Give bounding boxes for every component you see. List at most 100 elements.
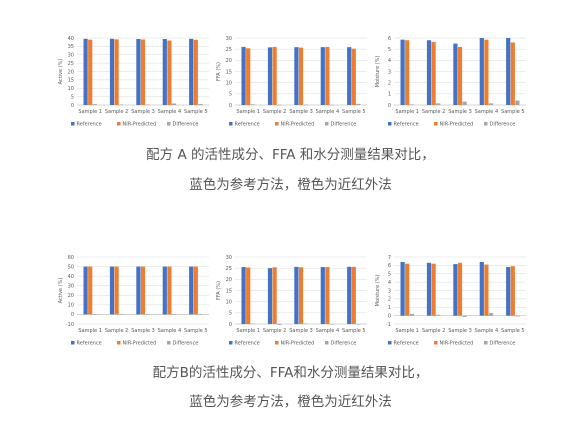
x-tick-label: Sample 1 [395,109,419,115]
bar-difference [171,314,177,315]
y-axis-label: Active (%) [58,59,64,85]
y-tick-label: 0 [71,103,74,109]
bar-reference [320,267,325,324]
y-tick-label: 40 [68,274,74,280]
y-tick-label: 40 [68,36,74,42]
bar-nir-predicted [167,266,172,315]
bar-difference [303,323,308,325]
y-tick-label: 3 [388,69,391,75]
y-tick-label: 5 [388,47,391,53]
bar-difference [356,324,361,325]
bar-difference [92,104,97,105]
bar-reference [83,38,88,105]
y-tick-label: 25 [68,61,74,67]
bar-reference [347,266,352,324]
x-tick-label: Sample 1 [236,328,260,334]
legend-swatch [325,341,329,345]
bar-difference [119,104,124,106]
y-tick-label: 10 [226,299,232,305]
legend-label: Difference [490,122,516,128]
y-tick-label: 25 [226,266,232,272]
bar-reference [136,266,141,315]
legend-label: NIR-Predicted [281,341,315,347]
legend-swatch [71,122,75,126]
x-tick-label: Sample 1 [78,328,102,334]
legend-label: Reference [394,341,419,347]
y-tick-label: 25 [226,47,232,53]
bar-difference [488,313,494,316]
y-tick-label: 0 [388,313,391,319]
y-tick-label: 2 [388,80,391,86]
legend-swatch [434,122,438,126]
bar-difference [92,314,97,315]
legend-swatch [275,341,279,345]
x-tick-label: Sample 3 [131,109,155,115]
bar-nir-predicted [140,39,146,105]
bar-nir-predicted [167,40,172,106]
bar-difference [303,104,308,106]
bar-nir-predicted [325,267,330,324]
legend-swatch [484,122,488,126]
bar-nir-predicted [484,39,489,105]
bar-difference [356,103,361,105]
bar-nir-predicted [431,263,436,316]
bar-difference [145,104,150,106]
legend-label: NIR-Predicted [123,341,157,347]
legend-label: Reference [235,341,260,347]
legend-swatch [229,122,233,126]
y-tick-label: 0 [71,312,74,318]
y-tick-label: 10 [68,86,74,92]
y-tick-label: 20 [226,277,232,283]
bar-difference [329,104,335,106]
y-tick-label: 30 [68,284,74,290]
legend-swatch [325,122,329,126]
bar-difference [515,315,520,317]
y-tick-label: 4 [388,280,391,286]
bar-nir-predicted [246,48,251,105]
bar-difference [329,324,335,325]
bar-reference [347,47,352,105]
caption-b-line2: 蓝色为参考方法，橙色为近红外法 [189,394,392,410]
legend-swatch [71,341,75,345]
bar-difference [436,314,441,316]
legend-label: NIR-Predicted [281,122,315,128]
x-tick-label: Sample 2 [105,328,129,334]
legend-swatch [167,122,171,126]
bar-nir-predicted [457,46,463,105]
bar-reference [189,266,194,315]
x-tick-label: Sample 1 [395,328,419,334]
bar-reference [109,266,115,315]
x-tick-label: Sample 4 [158,328,182,334]
y-tick-label: 5 [229,92,232,98]
bar-reference [453,43,458,105]
bar-difference [119,314,124,316]
bar-reference [479,38,484,105]
y-tick-label: 6 [388,263,391,269]
bar-reference [294,266,299,324]
bar-nir-predicted [351,266,356,324]
bar-reference [162,39,167,105]
y-tick-label: 30 [226,36,232,42]
y-tick-label: 0 [388,103,391,109]
bar-nir-predicted [510,266,515,316]
x-tick-label: Sample 4 [475,328,499,334]
bar-nir-predicted [193,39,198,105]
x-tick-label: Sample 2 [422,328,446,334]
x-tick-label: Sample 4 [475,109,499,115]
bar-difference [198,314,203,315]
bar-difference [488,103,494,105]
x-tick-label: Sample 3 [289,328,313,334]
bar-difference [409,104,414,106]
bar-difference [462,101,467,105]
y-tick-label: -1 [386,322,391,328]
x-tick-label: Sample 4 [316,109,340,115]
y-axis-label: FFA (%) [216,281,222,300]
x-tick-label: Sample 1 [78,109,102,115]
bar-reference [136,39,141,105]
legend-swatch [117,341,121,345]
y-tick-label: 30 [68,53,74,59]
bar-nir-predicted [457,262,463,316]
x-tick-label: Sample 2 [105,109,129,115]
